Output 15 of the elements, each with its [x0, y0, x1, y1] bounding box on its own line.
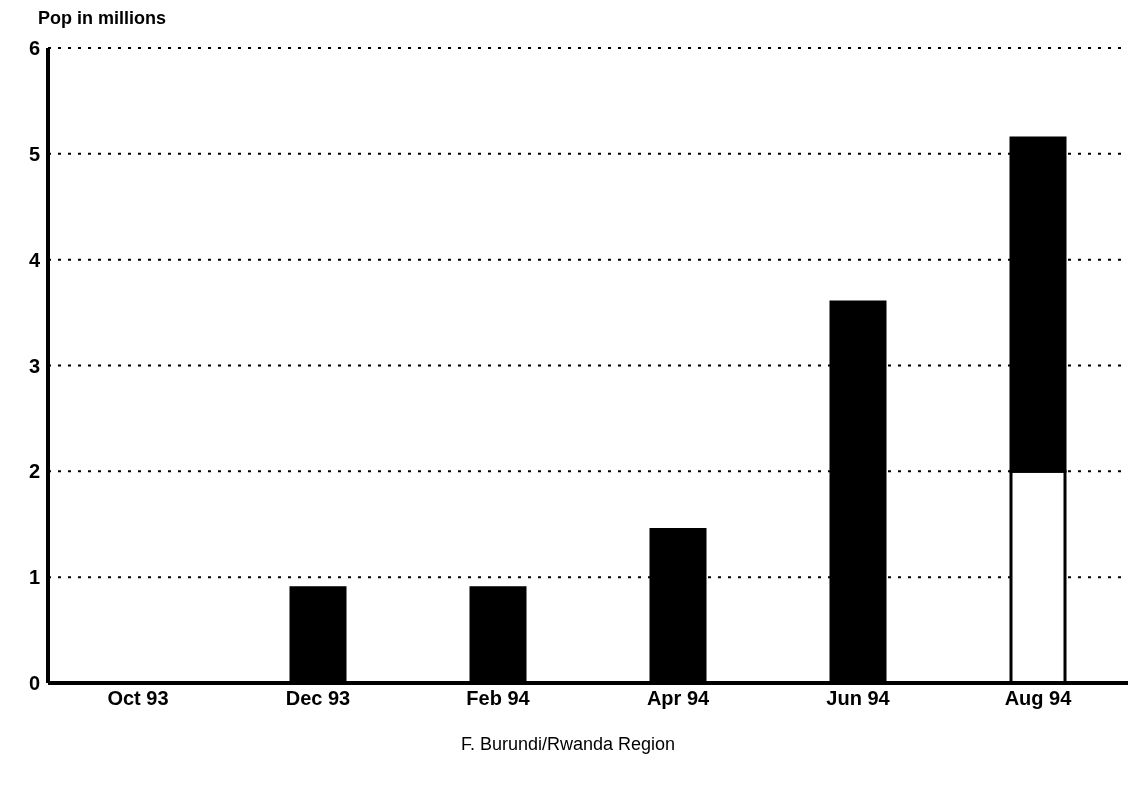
text: F. Burundi/Rwanda Region: [459, 734, 677, 755]
x-tick-label: Aug 94: [1004, 687, 1073, 710]
x-tick-label: Jun 94: [826, 687, 891, 710]
y-tick-label: 4: [28, 248, 41, 271]
x-tick-label: Oct 93: [107, 687, 169, 710]
y-axis-title: Pop in millions: [38, 8, 167, 30]
y-tick-label: 5: [28, 142, 40, 165]
x-tick-label: Apr 94: [646, 687, 710, 710]
y-tick-label: 0: [28, 672, 40, 695]
x-tick-label: Feb 94: [466, 687, 531, 710]
x-tick-label: Dec 93: [285, 687, 351, 710]
y-tick-label: 3: [28, 354, 40, 377]
y-tick-label: 6: [28, 37, 40, 60]
y-tick-label: 2: [28, 460, 40, 483]
y-tick-label: 1: [28, 566, 40, 589]
